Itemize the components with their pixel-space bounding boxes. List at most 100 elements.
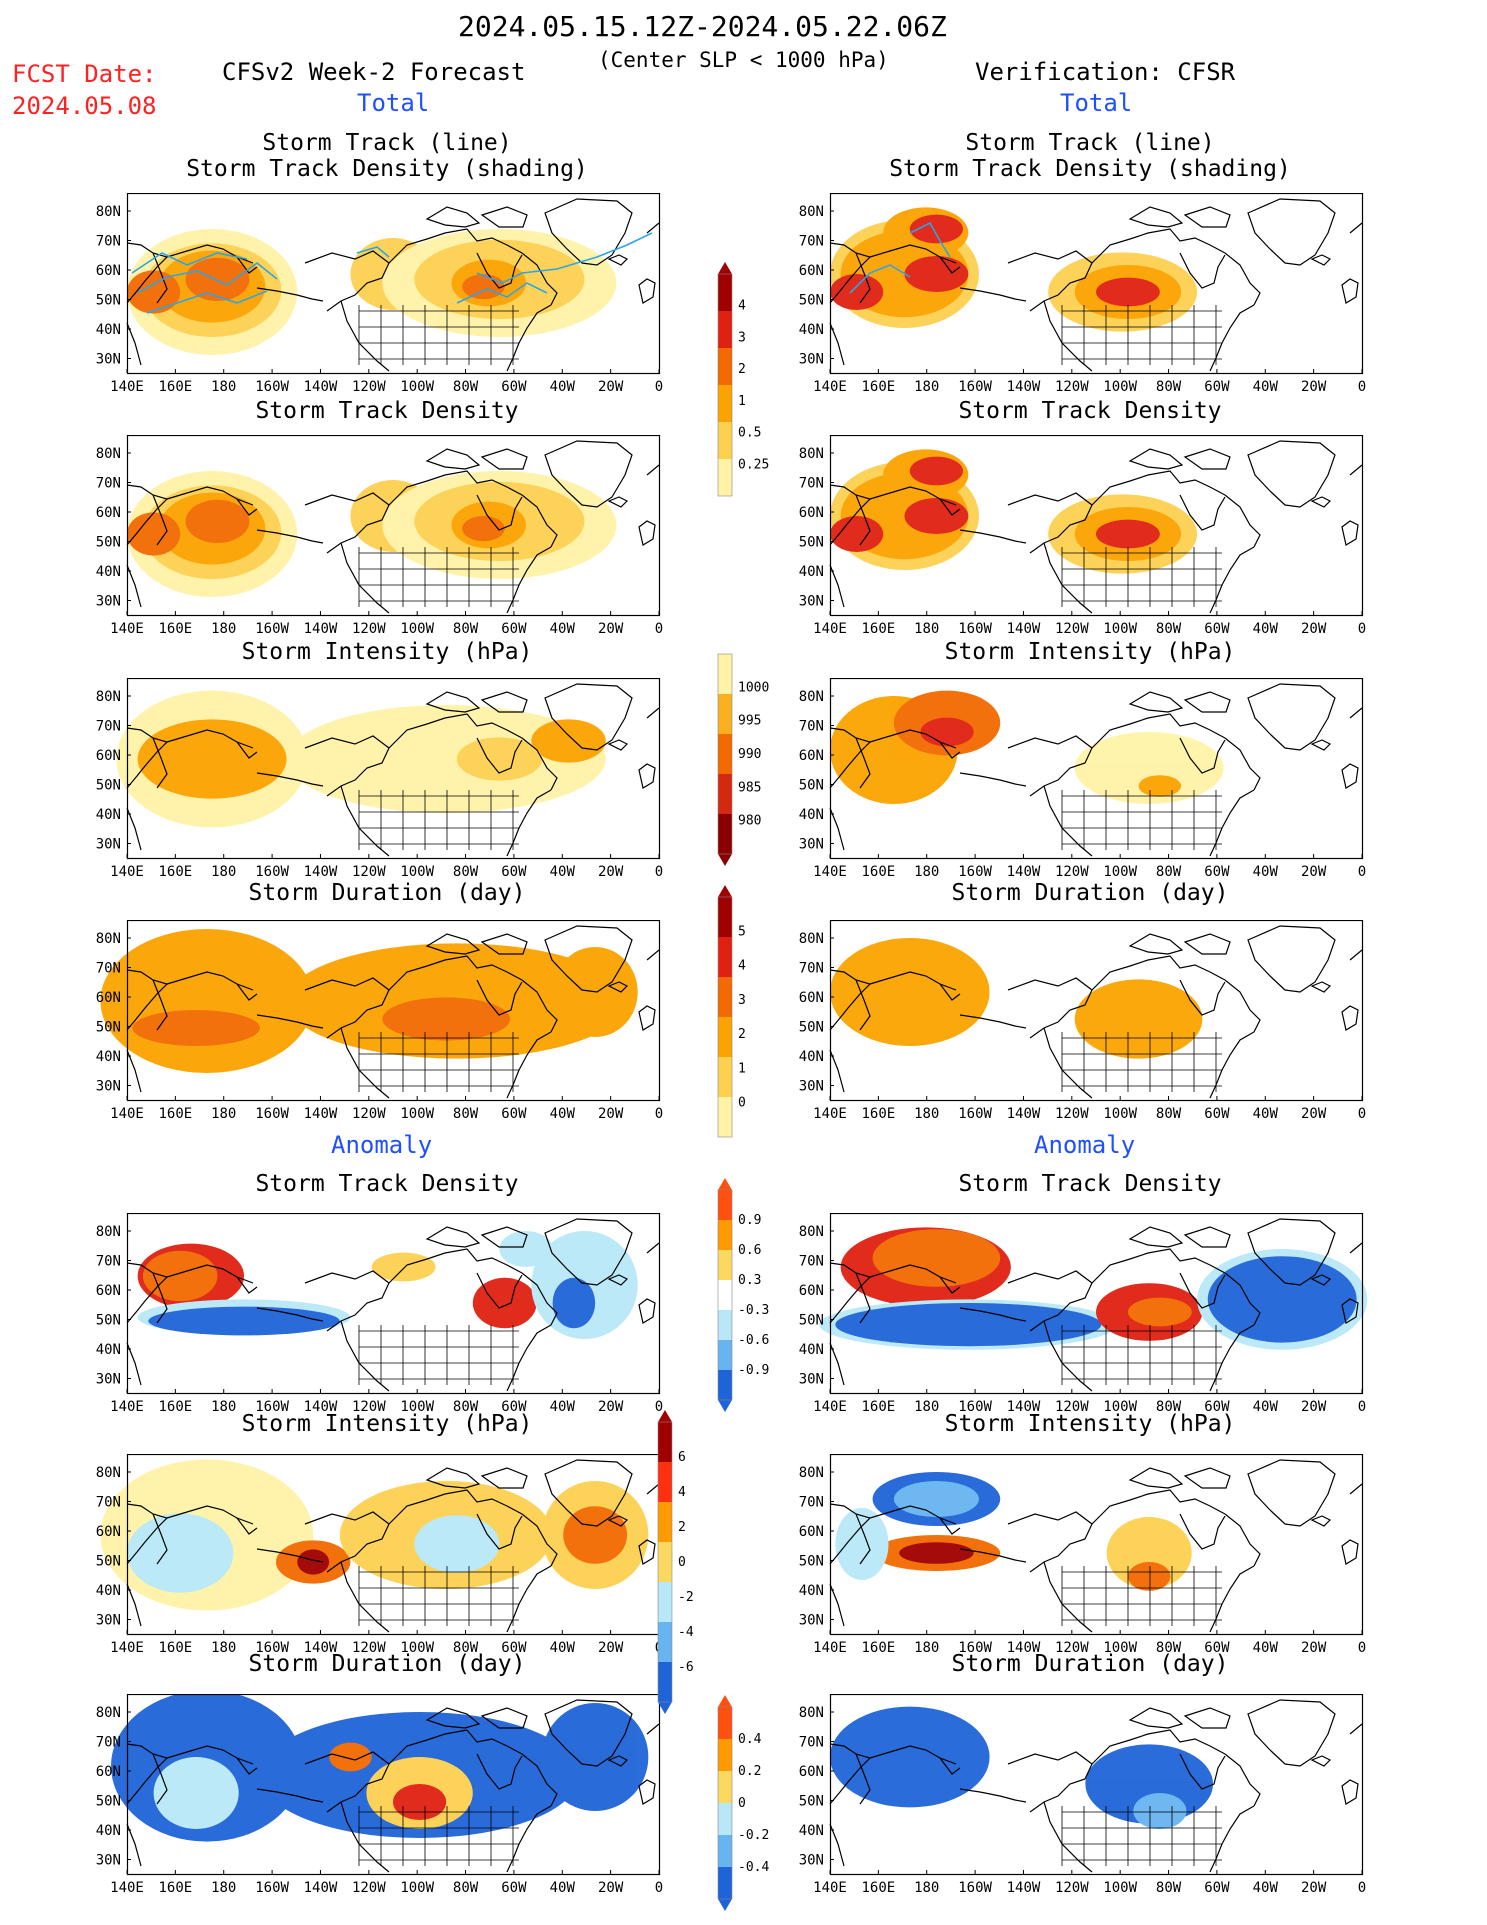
lon-label: 180 bbox=[914, 1880, 939, 1896]
colorbar-total-duration: 5 4 3 2 1 0 bbox=[717, 885, 746, 1149]
lon-label: 180 bbox=[914, 1399, 939, 1415]
density-blob bbox=[830, 938, 990, 1046]
lat-label: 50N bbox=[799, 293, 824, 309]
lon-label: 40W bbox=[550, 1640, 576, 1656]
cbar-label: 0.5 bbox=[738, 426, 761, 441]
density-blob bbox=[904, 498, 969, 534]
cbar-top-tip bbox=[658, 1410, 672, 1422]
map-panel-l5: 80N 70N 60N 50N 40N 30N 140E 160E 180 160W 140W 120… bbox=[96, 1213, 663, 1415]
cbar-segment bbox=[718, 1017, 732, 1057]
map-panel-l7: 80N 70N 60N 50N 40N 30N 140E 160E 180 160W 140W 120… bbox=[96, 1694, 663, 1896]
lat-label: 70N bbox=[799, 1735, 824, 1751]
lat-label: 50N bbox=[96, 535, 121, 551]
cbar-label: 990 bbox=[738, 747, 761, 762]
density-blob bbox=[1096, 519, 1160, 549]
lon-label: 80W bbox=[453, 864, 479, 880]
cbar-label: -0.2 bbox=[738, 1828, 769, 1843]
lat-label: 70N bbox=[799, 234, 824, 250]
lon-label: 160W bbox=[255, 621, 289, 637]
lon-label: 0 bbox=[1358, 1640, 1366, 1656]
lon-label: 60W bbox=[1204, 621, 1230, 637]
density-blob bbox=[329, 1742, 372, 1772]
lat-label: 60N bbox=[799, 1283, 824, 1299]
cbar-bottom-tip bbox=[718, 1137, 732, 1149]
lon-label: 20W bbox=[598, 1880, 624, 1896]
lon-label: 20W bbox=[1301, 1106, 1327, 1122]
map-panel-l2: 80N 70N 60N 50N 40N 30N 140E 160E 180 160W 140W 120… bbox=[96, 435, 663, 637]
density-blob bbox=[541, 1703, 649, 1811]
lat-label: 50N bbox=[96, 1554, 121, 1570]
title-l7: Storm Duration (day) bbox=[248, 1651, 526, 1677]
lon-label: 100W bbox=[400, 1880, 434, 1896]
cbar-bottom-tip bbox=[658, 1702, 672, 1714]
lon-label: 60W bbox=[1204, 864, 1230, 880]
cbar-label: 0.6 bbox=[738, 1243, 761, 1258]
density-blob bbox=[830, 516, 884, 552]
map-panel-r2: 80N 70N 60N 50N 40N 30N 140E 160E 180 160W 140W 120… bbox=[799, 435, 1366, 637]
lon-label: 160E bbox=[862, 1640, 896, 1656]
density-blob bbox=[909, 456, 963, 486]
lat-label: 70N bbox=[96, 961, 121, 977]
lon-label: 120W bbox=[1055, 621, 1089, 637]
density-blob bbox=[899, 1542, 974, 1564]
cbar-segment bbox=[658, 1662, 672, 1702]
cbar-label: -0.3 bbox=[738, 1303, 769, 1318]
density-blob bbox=[148, 1306, 340, 1336]
cbar-segment bbox=[718, 1057, 732, 1097]
cbar-segment bbox=[718, 1739, 732, 1771]
lon-label: 160E bbox=[862, 1106, 896, 1122]
title-l1: Storm Track (line) Storm Track Density (… bbox=[127, 130, 647, 182]
cbar-top-tip bbox=[718, 262, 732, 274]
lat-label: 40N bbox=[96, 564, 121, 580]
lon-label: 0 bbox=[1358, 1106, 1366, 1122]
title-l1-line1: Storm Track (line) bbox=[262, 130, 512, 156]
lon-label: 20W bbox=[1301, 379, 1327, 395]
lat-label: 60N bbox=[96, 1764, 121, 1780]
lat-label: 30N bbox=[799, 1372, 824, 1388]
lon-label: 140E bbox=[813, 864, 847, 880]
lon-label: 120W bbox=[352, 379, 386, 395]
lat-label: 40N bbox=[799, 807, 824, 823]
lon-label: 140E bbox=[813, 1399, 847, 1415]
lon-label: 140E bbox=[110, 621, 144, 637]
lon-label: 120W bbox=[352, 1880, 386, 1896]
map-panel-r7: 80N 70N 60N 50N 40N 30N 140E 160E 180 160W 140W 120… bbox=[799, 1694, 1366, 1896]
density-blob bbox=[499, 1231, 553, 1267]
cbar-label: 0.9 bbox=[738, 1213, 761, 1228]
lat-label: 30N bbox=[96, 1372, 121, 1388]
lon-label: 140W bbox=[304, 1880, 338, 1896]
lon-label: 80W bbox=[1156, 1880, 1182, 1896]
cbar-segment bbox=[718, 774, 732, 814]
lat-label: 80N bbox=[96, 204, 121, 220]
cbar-label: 3 bbox=[738, 993, 746, 1008]
lon-label: 20W bbox=[1301, 621, 1327, 637]
lat-label: 70N bbox=[799, 961, 824, 977]
lon-label: 80W bbox=[453, 621, 479, 637]
map-panel-l6: 80N 70N 60N 50N 40N 30N 140E 160E 180 160W 140W 120… bbox=[96, 1454, 663, 1656]
lat-label: 80N bbox=[96, 1465, 121, 1481]
lon-label: 100W bbox=[400, 379, 434, 395]
lon-label: 140E bbox=[813, 1106, 847, 1122]
density-blob bbox=[909, 214, 963, 244]
lon-label: 80W bbox=[453, 1106, 479, 1122]
title-l5: Storm Track Density bbox=[255, 1171, 519, 1197]
cbar-segment bbox=[718, 1250, 732, 1280]
density-blob bbox=[531, 719, 606, 763]
lon-label: 160E bbox=[862, 864, 896, 880]
lon-label: 120W bbox=[1055, 864, 1089, 880]
lon-label: 160W bbox=[958, 379, 992, 395]
cbar-top-tip bbox=[718, 885, 732, 897]
lat-label: 80N bbox=[96, 689, 121, 705]
cbar-label: 3 bbox=[738, 330, 746, 345]
density-blob bbox=[127, 270, 181, 314]
map-panel-l4: 80N 70N 60N 50N 40N 30N 140E 160E 180 160W 140W 120… bbox=[96, 920, 663, 1122]
lon-label: 180 bbox=[914, 864, 939, 880]
fcst-date-label: FCST Date: bbox=[12, 60, 157, 88]
density-blob bbox=[472, 1277, 537, 1329]
cbar-segment bbox=[718, 1220, 732, 1250]
lon-label: 40W bbox=[550, 1399, 576, 1415]
cbar-segment bbox=[718, 1190, 732, 1220]
density-blob bbox=[127, 512, 181, 556]
lon-label: 0 bbox=[1358, 621, 1366, 637]
cbar-label: 980 bbox=[738, 814, 761, 829]
